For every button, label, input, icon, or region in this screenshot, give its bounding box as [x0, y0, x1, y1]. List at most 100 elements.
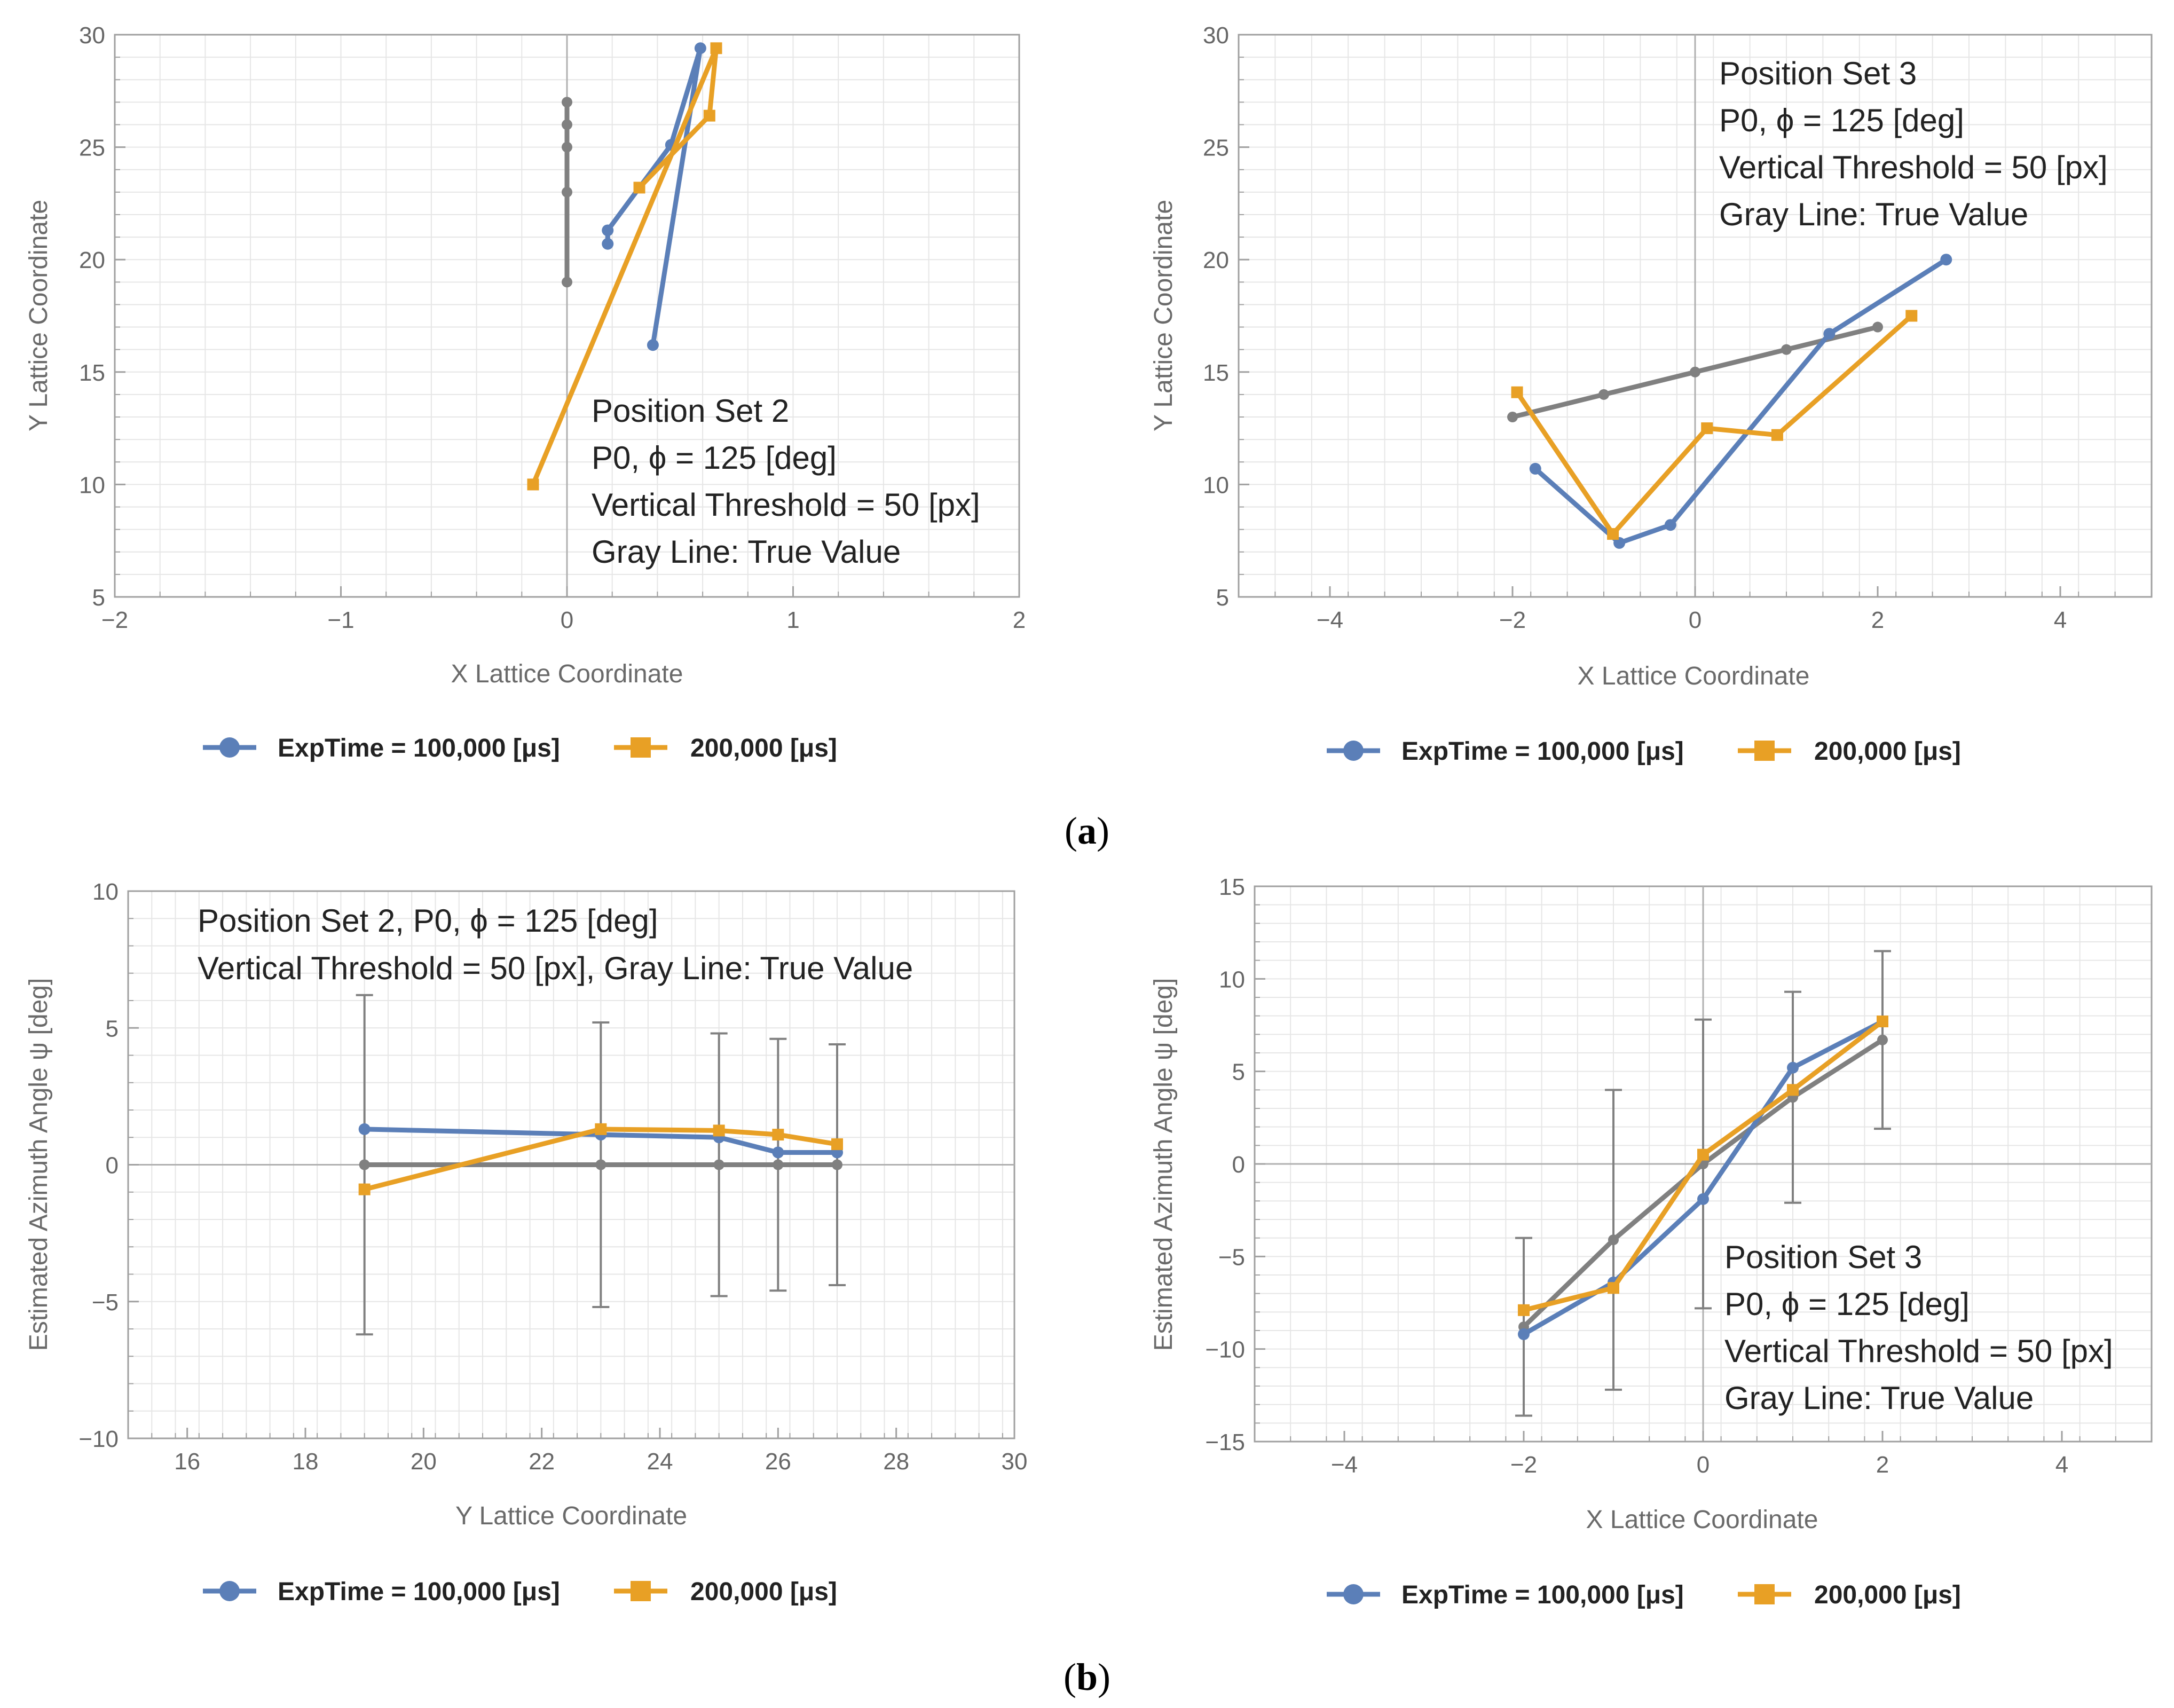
annotation-line-1: Position Set 2, P0, ϕ = 125 [deg] [198, 903, 658, 939]
y-axis-label: Estimated Azimuth Angle ψ [deg] [1149, 978, 1178, 1351]
data-point-gray [832, 1159, 842, 1170]
data-point-orange [710, 42, 722, 54]
series-orange [1518, 1016, 1888, 1316]
x-tick-label: −4 [1317, 607, 1343, 633]
legend-marker-blue [219, 1581, 240, 1601]
data-point-gray [1877, 1034, 1888, 1045]
data-point-gray [773, 1159, 784, 1170]
annotation: Position Set 2, P0, ϕ = 125 [deg] Vertic… [198, 903, 913, 986]
y-tick-label: 10 [79, 472, 105, 498]
caption-a: (a) [1065, 809, 1109, 852]
y-tick-label: 25 [79, 135, 105, 161]
data-point-orange [1787, 1084, 1799, 1096]
data-point-blue [772, 1146, 784, 1159]
caption-b: (b) [1064, 1656, 1110, 1698]
x-tick-label: 0 [1697, 1452, 1710, 1478]
x-tick-label: 28 [883, 1449, 909, 1475]
y-tick-label: 5 [92, 585, 105, 611]
series [356, 994, 846, 1336]
data-point-blue [602, 238, 614, 250]
annotation-line-3: Vertical Threshold = 50 [px] [592, 487, 980, 523]
y-tick-label: 10 [1203, 472, 1229, 498]
legend-label-blue: ExpTime = 100,000 [μs] [278, 734, 560, 762]
series [1507, 254, 1952, 549]
x-axis-label: X Lattice Coordinate [1586, 1506, 1818, 1534]
data-point-gray [595, 1159, 606, 1170]
data-point-orange [595, 1123, 607, 1135]
annotation-line-1: Position Set 3 [1719, 56, 1917, 91]
x-tick-label: 4 [2054, 607, 2067, 633]
caption-b-letter: b [1076, 1656, 1098, 1698]
data-point-blue [1697, 1193, 1709, 1205]
data-point-gray [562, 186, 572, 198]
y-tick-label: 15 [1203, 360, 1229, 386]
legend-label-orange: 200,000 [μs] [690, 734, 837, 762]
chart-b-right: −4 −2 0 2 4 −15 −10 −5 0 5 10 15 X Lattice Coordina… [1149, 874, 2153, 1609]
annotation-line-1: Position Set 2 [592, 393, 789, 429]
data-point-blue [1529, 462, 1541, 475]
data-point-gray [1608, 1234, 1619, 1246]
data-point-blue [1613, 537, 1626, 549]
x-tick-label: 18 [293, 1449, 319, 1475]
x-tick-label: −2 [1499, 607, 1526, 633]
legend: ExpTime = 100,000 [μs] 200,000 [μs] [1327, 1581, 1961, 1609]
y-tick-label: 30 [79, 22, 105, 49]
data-point-orange [1877, 1016, 1888, 1028]
series-gray [1507, 321, 1883, 423]
annotation-line-2: P0, ϕ = 125 [deg] [1719, 103, 1964, 138]
data-point-orange [1771, 429, 1783, 441]
series-gray [356, 994, 846, 1336]
x-tick-label: 16 [174, 1449, 200, 1475]
annotation-line-2: Vertical Threshold = 50 [px], Gray Line:… [198, 950, 913, 986]
x-tick-label: 4 [2055, 1452, 2068, 1478]
y-axis-label: Estimated Azimuth Angle ψ [deg] [25, 978, 53, 1351]
data-point-blue [1787, 1061, 1799, 1074]
data-point-gray [1507, 412, 1518, 423]
x-axis-label: X Lattice Coordinate [1578, 662, 1810, 690]
legend-marker-orange [631, 1581, 651, 1601]
series-blue [1529, 254, 1952, 549]
x-axis-label: X Lattice Coordinate [451, 660, 683, 688]
x-tick-label: −1 [327, 607, 354, 633]
annotation-line-2: P0, ϕ = 125 [deg] [592, 440, 837, 476]
x-tick-label: 2 [1871, 607, 1884, 633]
data-point-blue [1664, 519, 1676, 531]
x-tick-label: 26 [765, 1449, 791, 1475]
x-tick-label: −2 [1510, 1452, 1537, 1478]
x-tick-label: 1 [786, 607, 799, 633]
annotation-line-3: Vertical Threshold = 50 [px] [1724, 1333, 2113, 1369]
x-tick-label: −2 [101, 607, 128, 633]
data-point-gray [562, 277, 572, 288]
x-tick-label: 2 [1876, 1452, 1889, 1478]
y-tick-label: 25 [1203, 135, 1229, 161]
legend-label-orange: 200,000 [μs] [1814, 1581, 1961, 1609]
annotation-line-4: Gray Line: True Value [592, 534, 901, 570]
legend-marker-blue [1343, 741, 1364, 761]
legend-label-blue: ExpTime = 100,000 [μs] [278, 1578, 560, 1606]
y-tick-label: 20 [1203, 247, 1229, 273]
series [1515, 950, 1891, 1417]
legend-label-orange: 200,000 [μs] [690, 1578, 837, 1606]
series [527, 42, 722, 491]
y-tick-label: 10 [92, 879, 119, 905]
data-point-gray [1781, 344, 1792, 355]
data-point-blue [694, 42, 706, 54]
y-tick-label: 20 [79, 247, 105, 273]
x-tick-label: 0 [561, 607, 573, 633]
annotation: Position Set 3 P0, ϕ = 125 [deg] Vertica… [1719, 56, 2108, 232]
y-tick-label: −10 [1205, 1337, 1245, 1363]
data-point-gray [1598, 389, 1609, 400]
data-point-gray [1690, 366, 1700, 377]
y-tick-label: −5 [92, 1289, 119, 1316]
legend-marker-orange [1754, 1584, 1775, 1604]
y-tick-label: −10 [78, 1426, 119, 1452]
data-point-gray [713, 1159, 724, 1170]
legend: ExpTime = 100,000 [μs] 200,000 [μs] [1327, 737, 1961, 766]
legend: ExpTime = 100,000 [μs] 200,000 [μs] [203, 1578, 837, 1606]
series-orange [358, 1123, 843, 1195]
data-point-orange [1518, 1304, 1530, 1316]
y-tick-label: 0 [1232, 1152, 1245, 1178]
